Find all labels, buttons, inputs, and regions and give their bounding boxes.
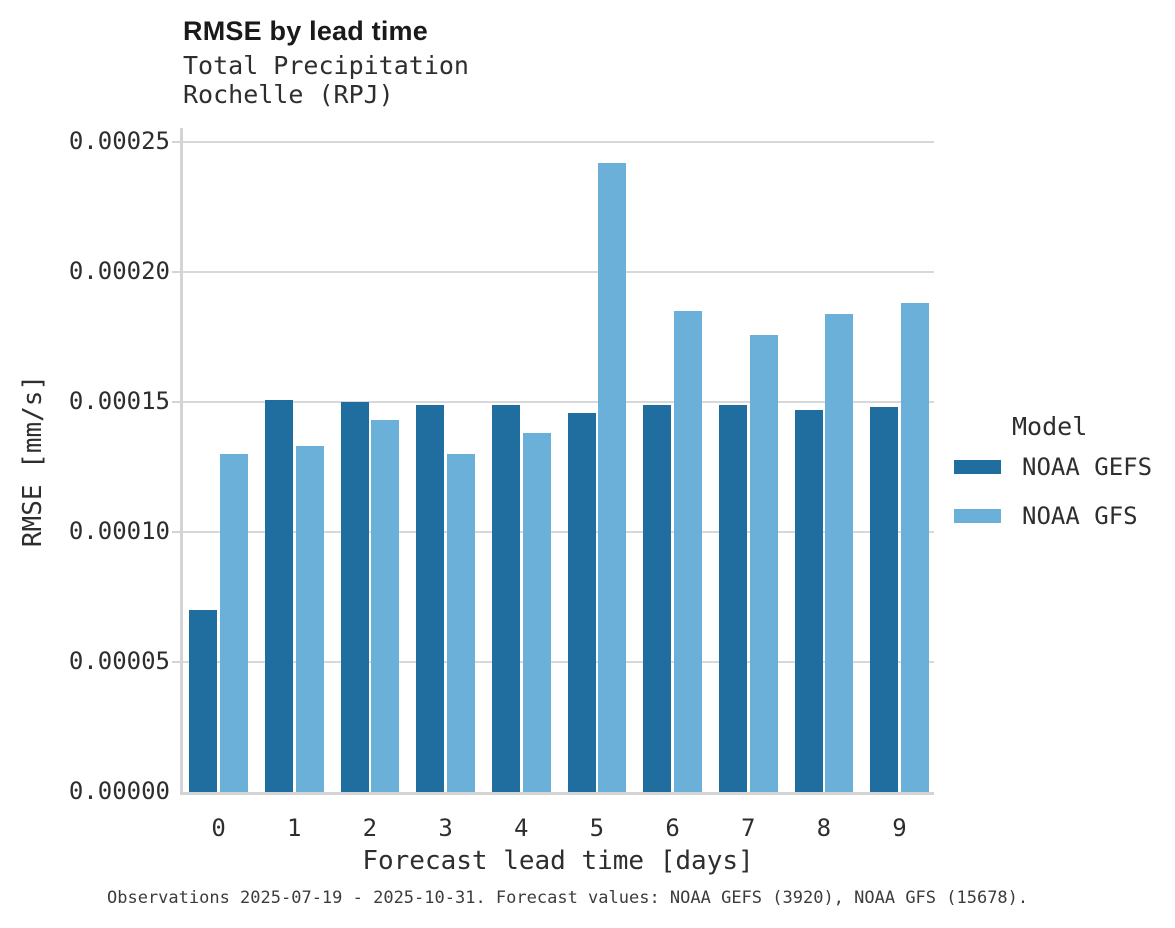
x-tick-label-5: 5 xyxy=(589,814,605,842)
y-tick-mark xyxy=(172,401,181,404)
legend-label: NOAA GFS xyxy=(1022,502,1138,530)
y-tick-label-0.00020: 0.00020 xyxy=(68,257,170,286)
y-gridline-0.00020 xyxy=(182,271,934,274)
y-tick-label-0.00025: 0.00025 xyxy=(68,127,170,156)
y-tick-label-0.00015: 0.00015 xyxy=(68,387,170,416)
y-tick-mark xyxy=(172,661,181,664)
legend-entry-noaa-gefs: NOAA GEFS xyxy=(954,453,1152,481)
y-gridline-0.00025 xyxy=(182,141,934,144)
bar-noaa-gefs-lead-4 xyxy=(491,404,520,792)
bar-noaa-gfs-lead-6 xyxy=(673,311,702,792)
y-tick-mark xyxy=(172,531,181,534)
legend: Model NOAA GEFS NOAA GFS xyxy=(954,412,1152,551)
legend-swatch-icon xyxy=(954,509,1001,523)
bar-noaa-gefs-lead-7 xyxy=(718,404,747,792)
y-axis-line xyxy=(180,128,183,794)
x-tick-label-4: 4 xyxy=(514,814,529,842)
y-gridline-0.00015 xyxy=(182,401,934,404)
bar-noaa-gefs-lead-5 xyxy=(567,412,596,792)
y-tick-mark xyxy=(172,271,181,274)
y-tick-label-0.00005: 0.00005 xyxy=(68,647,170,676)
y-tick-label-0.00000: 0.00000 xyxy=(68,777,170,805)
bar-noaa-gefs-lead-3 xyxy=(416,404,445,792)
x-tick-label-7: 7 xyxy=(740,814,756,842)
plot-area xyxy=(182,128,934,792)
y-tick-mark xyxy=(172,141,181,144)
x-tick-label-3: 3 xyxy=(438,814,453,842)
bar-noaa-gefs-lead-1 xyxy=(265,399,293,792)
chart-title: RMSE by lead time xyxy=(183,16,428,46)
bar-noaa-gefs-lead-9 xyxy=(870,407,899,792)
bar-noaa-gfs-lead-0 xyxy=(219,454,248,792)
legend-swatch-icon xyxy=(954,460,1001,474)
x-axis-title: Forecast lead time [days] xyxy=(362,846,754,876)
y-gridline-0.00010 xyxy=(182,531,934,534)
bar-noaa-gefs-lead-8 xyxy=(794,409,823,792)
bar-noaa-gefs-lead-6 xyxy=(643,404,672,792)
bar-noaa-gfs-lead-3 xyxy=(446,454,475,792)
bar-noaa-gfs-lead-7 xyxy=(749,334,778,792)
y-gridline-0.00005 xyxy=(182,661,934,664)
x-tick-label-6: 6 xyxy=(665,814,680,842)
bar-noaa-gfs-lead-9 xyxy=(900,303,929,792)
x-tick-label-8: 8 xyxy=(816,814,832,842)
bar-noaa-gfs-lead-5 xyxy=(598,163,627,792)
y-tick-label-0.00010: 0.00010 xyxy=(68,517,170,546)
chart-caption: Observations 2025-07-19 - 2025-10-31. Fo… xyxy=(107,888,1029,908)
bar-noaa-gfs-lead-1 xyxy=(295,446,324,792)
x-tick-label-9: 9 xyxy=(892,814,907,842)
legend-entry-noaa-gfs: NOAA GFS xyxy=(954,502,1152,530)
chart-subtitle-station: Rochelle (RPJ) xyxy=(183,80,394,109)
bar-noaa-gfs-lead-4 xyxy=(522,433,551,792)
x-axis-line xyxy=(180,791,934,795)
x-tick-label-2: 2 xyxy=(362,814,378,842)
x-tick-label-1: 1 xyxy=(287,814,302,842)
bar-noaa-gfs-lead-8 xyxy=(825,313,854,792)
bar-noaa-gefs-lead-2 xyxy=(340,402,369,792)
legend-title: Model xyxy=(1012,412,1088,441)
bar-noaa-gefs-lead-0 xyxy=(189,610,218,792)
x-tick-label-0: 0 xyxy=(211,814,226,842)
bar-noaa-gfs-lead-2 xyxy=(371,420,400,792)
chart-subtitle-variable: Total Precipitation xyxy=(183,51,469,80)
legend-label: NOAA GEFS xyxy=(1022,453,1153,481)
